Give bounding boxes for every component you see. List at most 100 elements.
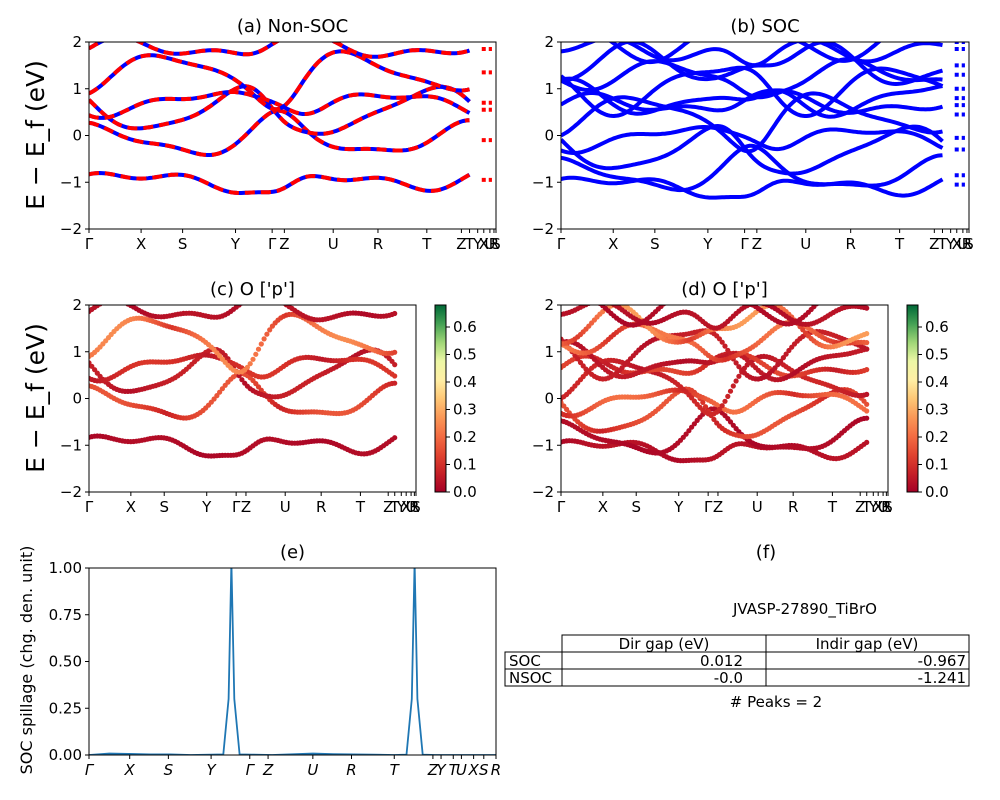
panel-d-xtick-label: Γ: [557, 498, 566, 516]
projected-point: [570, 291, 575, 296]
projected-point: [217, 389, 223, 395]
panel-b-ytick-label: −2: [532, 220, 554, 238]
projected-point: [264, 331, 270, 337]
panel-e-xtick-label: T: [390, 761, 401, 779]
projected-point: [575, 291, 580, 296]
panel-b-ytick-label: 0: [544, 127, 554, 145]
projected-point: [733, 378, 739, 384]
panel-d-xtick-label: X: [598, 498, 608, 516]
projected-point: [667, 297, 672, 302]
panel-c-ytick-label: 0: [72, 390, 82, 408]
panel-c-cb-tick-label: 0.0: [453, 483, 477, 501]
spillage-line: [89, 568, 496, 755]
projected-point: [839, 286, 844, 291]
projected-point: [722, 343, 728, 349]
projected-point: [261, 336, 267, 342]
row-label-nsoc: NSOC: [509, 669, 552, 687]
projected-point: [736, 373, 742, 379]
panel-b-xtick-label: Y: [702, 235, 713, 253]
projected-point: [103, 299, 108, 304]
projected-point: [864, 305, 870, 311]
projected-point: [114, 298, 119, 303]
panel-d-cb-tick-label: 0.3: [925, 401, 949, 419]
panel-c-xtick-label: Γ: [85, 498, 94, 516]
panel-a-ytick-label: 0: [72, 127, 82, 145]
projected-point: [120, 299, 125, 304]
row-label-soc: SOC: [509, 652, 541, 670]
projected-point: [567, 292, 572, 297]
projected-point: [250, 356, 256, 362]
panel-a-xtick-label: Γ: [85, 235, 94, 253]
panel-d-xtick-label: S: [631, 498, 641, 516]
panel-d-ytick-label: 0: [544, 390, 554, 408]
projected-point: [392, 435, 398, 441]
projected-point: [117, 298, 122, 303]
panel-c-xtick-label: S: [159, 498, 169, 516]
panel-c-xtick-label: U: [406, 498, 417, 516]
panel-a-frame: [88, 41, 497, 230]
panel-a-xtick-label: Z: [456, 235, 466, 253]
ylabel-spillage: SOC spillage (chg. den. unit): [17, 546, 36, 775]
projected-point: [589, 295, 594, 300]
panel-d-cb-tick-label: 0.1: [925, 456, 949, 474]
projected-point: [823, 293, 828, 298]
projected-point: [700, 399, 706, 405]
projected-point: [603, 299, 608, 304]
projected-point: [842, 286, 847, 291]
band-line-blue: [561, 143, 943, 193]
panel-a-xtick-label: Y: [230, 235, 241, 253]
projected-point: [658, 305, 664, 309]
panel-c-xtick-label: Z: [241, 498, 251, 516]
projected-point: [392, 362, 398, 368]
panel-b-plot-area: [561, 42, 965, 200]
panel-c-cb-tick-label: 0.4: [453, 373, 477, 391]
panel-e-xtick-label: R: [491, 761, 501, 779]
panel-c-xtick-label: Γ: [232, 498, 241, 516]
projected-point: [845, 286, 850, 291]
panel-a-xtick-label: Z: [279, 235, 289, 253]
band-line-blue: [561, 125, 944, 156]
projected-point: [589, 300, 594, 305]
projected-point: [124, 305, 127, 306]
panel-a-ytick-label: 2: [72, 33, 82, 51]
panel-a-ytick-label: −1: [60, 173, 82, 191]
panel-a-xtick-label: R: [489, 235, 499, 253]
panel-e-title: (e): [280, 542, 305, 563]
panel-d-cb-tick-label: 0.0: [925, 483, 949, 501]
projected-point: [853, 289, 858, 294]
projected-point: [745, 299, 750, 304]
panel-c-xtick-label: R: [409, 498, 419, 516]
panel-b-ytick-label: −1: [532, 173, 554, 191]
projected-point: [661, 305, 667, 307]
panel-a-xtick-label: X: [136, 235, 146, 253]
panel-e-xtick-label: Z: [427, 761, 439, 779]
projected-point: [864, 401, 870, 407]
projected-point: [111, 297, 116, 302]
panel-b-xtick-label: Z: [752, 235, 762, 253]
band-line-blue: [608, 42, 882, 65]
projected-point: [586, 294, 591, 299]
projected-point: [864, 367, 870, 373]
ylabel-top-bands: E − E_f (eV): [21, 60, 50, 210]
panel-d-ytick-label: −2: [532, 483, 554, 501]
projected-point: [864, 415, 870, 421]
panel-e-ytick-label: 0.75: [49, 606, 82, 624]
projected-point: [856, 291, 861, 296]
panel-c-ytick-label: −2: [60, 483, 82, 501]
panel-c-projected-nonsoc: 0.0 0.1 0.2 0.3 0.4 0.5 0.6 (c) O ['p'] −2 −1 0 1 2 Γ…: [60, 279, 477, 516]
band-line-red-dashed: [89, 42, 471, 59]
panel-c-cb-tick-label: 0.1: [453, 456, 477, 474]
panel-c-ytick-label: 2: [72, 296, 82, 314]
panel-b-xtick-label: Y: [945, 235, 956, 253]
projected-point: [719, 339, 725, 345]
panel-e-ytick-label: 0.50: [49, 653, 82, 671]
projected-point: [595, 299, 600, 304]
panel-a-ytick-label: 1: [72, 80, 82, 98]
panel-d-xtick-label: X: [873, 498, 883, 516]
projected-point: [247, 361, 253, 367]
panel-f-title: (f): [756, 542, 776, 563]
projected-point: [583, 293, 588, 298]
